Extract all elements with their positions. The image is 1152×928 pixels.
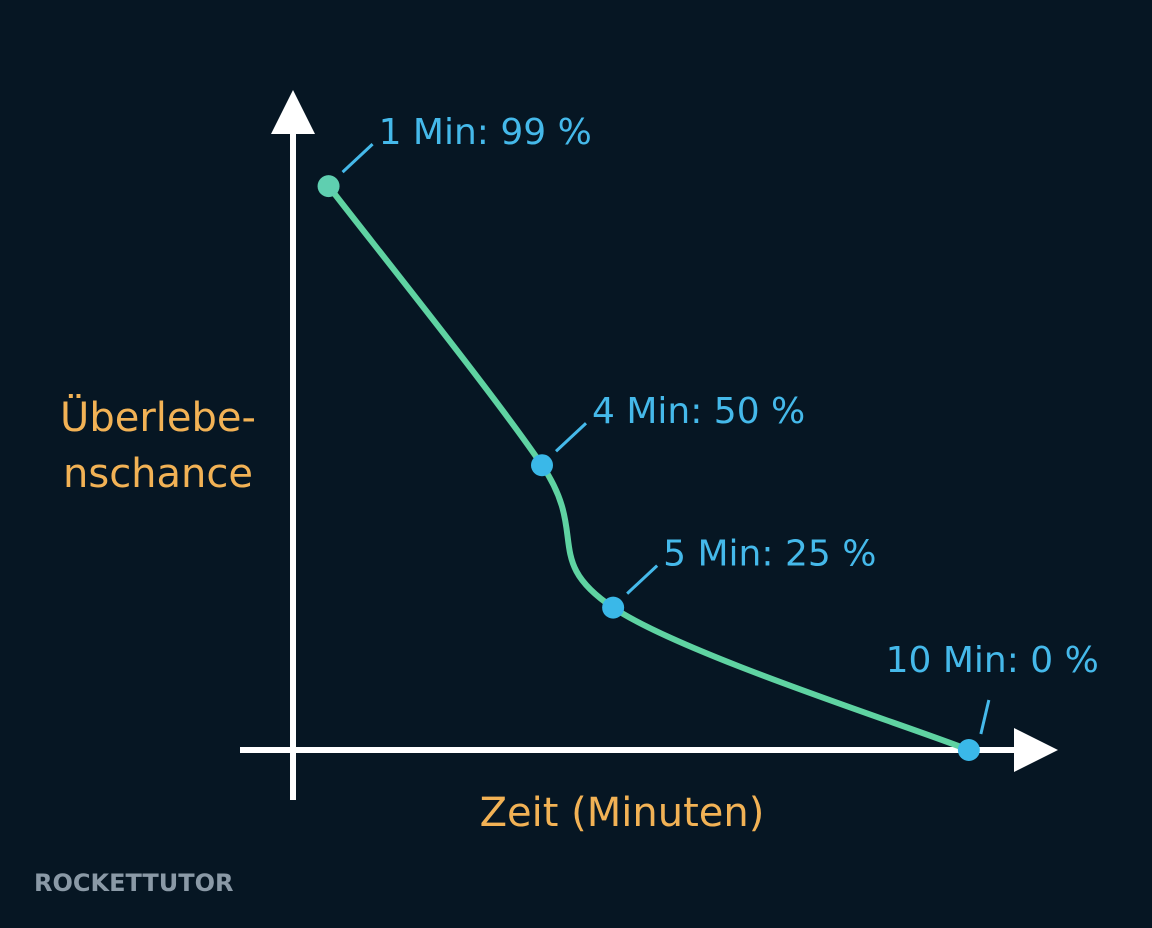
point-label: 4 Min: 50 % — [592, 391, 805, 432]
connector — [341, 143, 374, 174]
point-label: 5 Min: 25 % — [663, 534, 876, 575]
point — [602, 596, 625, 619]
point-label: 10 Min: 0 % — [886, 640, 1099, 681]
connector — [554, 422, 588, 453]
x-axis-arrow — [1014, 728, 1058, 772]
line — [325, 183, 972, 753]
y-axis-label: Überlebe- — [60, 393, 256, 441]
watermark: ROCKETTUTOR — [34, 869, 234, 897]
y-axis-label: nschance — [63, 451, 253, 497]
x-axis-label: Zeit (Minuten) — [480, 790, 765, 836]
point — [957, 739, 980, 761]
connector — [979, 699, 991, 735]
point — [317, 175, 340, 198]
y-axis-arrow — [271, 90, 315, 134]
point-label: 1 Min: 99 % — [379, 112, 592, 153]
connector — [626, 564, 659, 595]
point — [531, 454, 553, 477]
